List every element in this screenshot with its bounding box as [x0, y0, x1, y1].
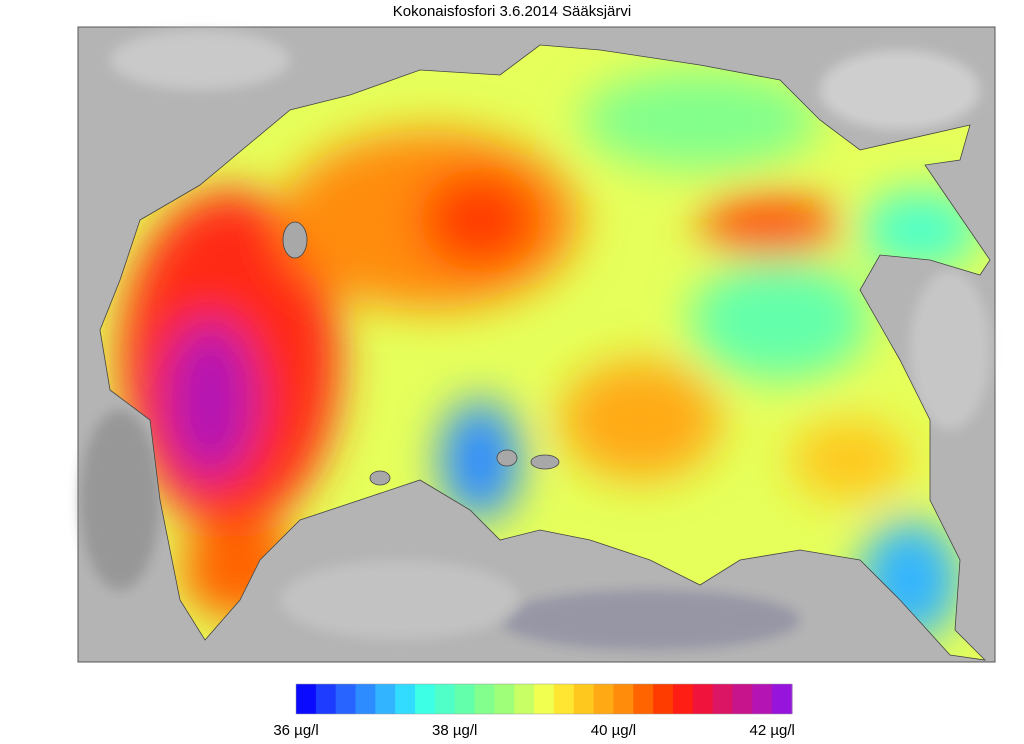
- colorbar-swatch: [633, 684, 654, 714]
- colorbar-swatch: [335, 684, 357, 714]
- colorbar-frame: [295, 683, 793, 715]
- colorbar-swatch: [692, 684, 714, 714]
- colorbar-swatch: [474, 684, 495, 714]
- colorbar-swatch: [672, 684, 694, 714]
- colorbar-swatch: [375, 684, 396, 714]
- colorbar-swatch: [355, 684, 376, 714]
- colorbar-tick-label: 42 µg/l: [749, 722, 794, 739]
- colorbar-swatch: [415, 684, 436, 714]
- map: [77, 26, 996, 663]
- colorbar-swatch: [315, 684, 337, 714]
- colorbar-swatch: [296, 684, 317, 714]
- colorbar-swatch: [454, 684, 476, 714]
- colorbar-swatch: [653, 684, 674, 714]
- colorbar-swatch: [553, 684, 575, 714]
- colorbar-swatch: [534, 684, 555, 714]
- colorbar-tick-label: 38 µg/l: [432, 722, 477, 739]
- colorbar-swatch: [514, 684, 535, 714]
- map-title: Kokonaisfosfori 3.6.2014 Sääksjärvi: [393, 3, 631, 20]
- colorbar-tick-label: 36 µg/l: [273, 722, 318, 739]
- colorbar-swatch: [732, 684, 753, 714]
- colorbar-swatch: [712, 684, 733, 714]
- colorbar-swatch: [573, 684, 595, 714]
- colorbar-tick-label: 40 µg/l: [591, 722, 636, 739]
- colorbar-swatch: [494, 684, 515, 714]
- colorbar-swatch: [593, 684, 614, 714]
- colorbar-swatch: [772, 684, 793, 714]
- colorbar-swatch: [752, 684, 773, 714]
- colorbar-swatch: [613, 684, 634, 714]
- colorbar-swatch: [434, 684, 456, 714]
- colorbar-swatch: [395, 684, 416, 714]
- colorbar: 36 µg/l 38 µg/l 40 µg/l 42 µg/l: [273, 683, 795, 739]
